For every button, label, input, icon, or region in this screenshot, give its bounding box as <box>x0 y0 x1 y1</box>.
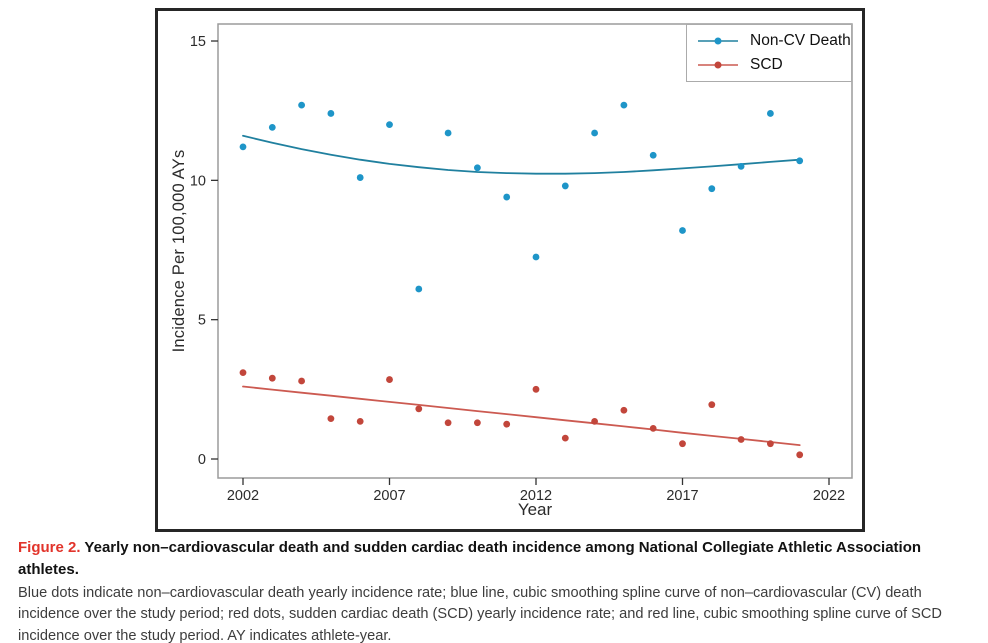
legend-item-noncv-death: Non-CV Death <box>695 32 851 50</box>
data-point-non-cv-death <box>532 253 540 261</box>
x-tick-label: 2012 <box>520 488 552 504</box>
chart-plot-area: 0 5 10 15 2002 2007 2012 2017 2022 <box>190 23 853 504</box>
y-axis-label: Incidence Per 100,000 AYs <box>170 149 188 353</box>
figure-caption: Figure 2. Yearly non–cardiovascular deat… <box>18 537 972 643</box>
legend-item-scd: SCD <box>695 56 851 74</box>
data-point-non-cv-death <box>679 227 686 234</box>
data-point-scd <box>561 434 569 442</box>
data-point-scd <box>474 419 481 427</box>
legend-label-scd: SCD <box>750 56 783 74</box>
data-point-non-cv-death <box>767 110 774 117</box>
data-point-scd <box>796 451 804 459</box>
y-tick-label: 10 <box>190 173 206 189</box>
data-point-scd <box>532 385 540 393</box>
y-tick-label: 0 <box>198 452 206 468</box>
x-tick-label: 2017 <box>666 488 698 504</box>
data-point-scd <box>591 417 598 425</box>
data-point-non-cv-death <box>239 143 247 151</box>
data-point-scd <box>708 401 716 409</box>
legend-dot <box>714 37 722 45</box>
data-point-scd <box>767 440 774 448</box>
x-axis-label: Year <box>517 500 553 519</box>
data-point-non-cv-death <box>561 182 569 190</box>
legend: Non-CV Death SCD <box>686 24 852 82</box>
data-point-non-cv-death <box>415 285 423 293</box>
data-point-scd <box>239 369 247 377</box>
data-point-scd <box>327 415 335 422</box>
data-point-scd <box>356 417 364 425</box>
caption-title-text: Yearly non–cardiovascular death and sudd… <box>18 539 922 578</box>
data-point-non-cv-death <box>503 193 511 201</box>
x-tick-label: 2002 <box>227 488 259 504</box>
data-point-scd <box>386 376 393 383</box>
data-point-non-cv-death <box>737 163 745 170</box>
data-point-non-cv-death <box>708 185 716 193</box>
data-point-non-cv-death <box>356 174 364 181</box>
spline-non-cv-death <box>242 134 801 175</box>
data-point-non-cv-death <box>444 129 452 137</box>
data-point-scd <box>620 406 628 414</box>
data-point-scd <box>444 419 452 427</box>
data-point-scd <box>268 374 276 382</box>
data-point-non-cv-death <box>591 129 598 137</box>
caption-body: Blue dots indicate non–cardiovascular de… <box>18 584 942 643</box>
data-point-non-cv-death <box>620 101 628 109</box>
data-point-scd <box>503 420 511 428</box>
data-point-non-cv-death <box>268 123 276 131</box>
data-point-scd <box>679 440 686 448</box>
data-point-non-cv-death <box>298 101 305 109</box>
data-point-scd <box>415 405 423 413</box>
data-point-non-cv-death <box>796 157 804 165</box>
legend-marker-noncv-icon <box>698 37 738 45</box>
data-point-scd <box>737 436 745 443</box>
panel-border <box>217 23 853 479</box>
data-point-scd <box>649 424 657 432</box>
data-point-non-cv-death <box>386 121 393 129</box>
figure-panel: 0 5 10 15 2002 2007 2012 2017 2022 Incidence Per… <box>155 8 865 532</box>
x-tick-label: 2022 <box>813 488 845 504</box>
legend-label-noncv: Non-CV Death <box>750 31 851 49</box>
y-tick-label: 5 <box>198 313 206 329</box>
data-point-scd <box>298 377 305 385</box>
figure-number-label: Figure 2. <box>18 539 81 556</box>
data-point-non-cv-death <box>327 110 335 117</box>
y-tick-label: 15 <box>190 34 206 50</box>
data-point-non-cv-death <box>474 164 481 172</box>
caption-title: Figure 2. Yearly non–cardiovascular deat… <box>18 537 972 581</box>
data-point-non-cv-death <box>649 151 657 159</box>
legend-dot <box>714 61 722 69</box>
x-tick-label: 2007 <box>373 488 405 504</box>
legend-marker-scd-icon <box>698 61 738 69</box>
spline-scd <box>242 385 801 446</box>
